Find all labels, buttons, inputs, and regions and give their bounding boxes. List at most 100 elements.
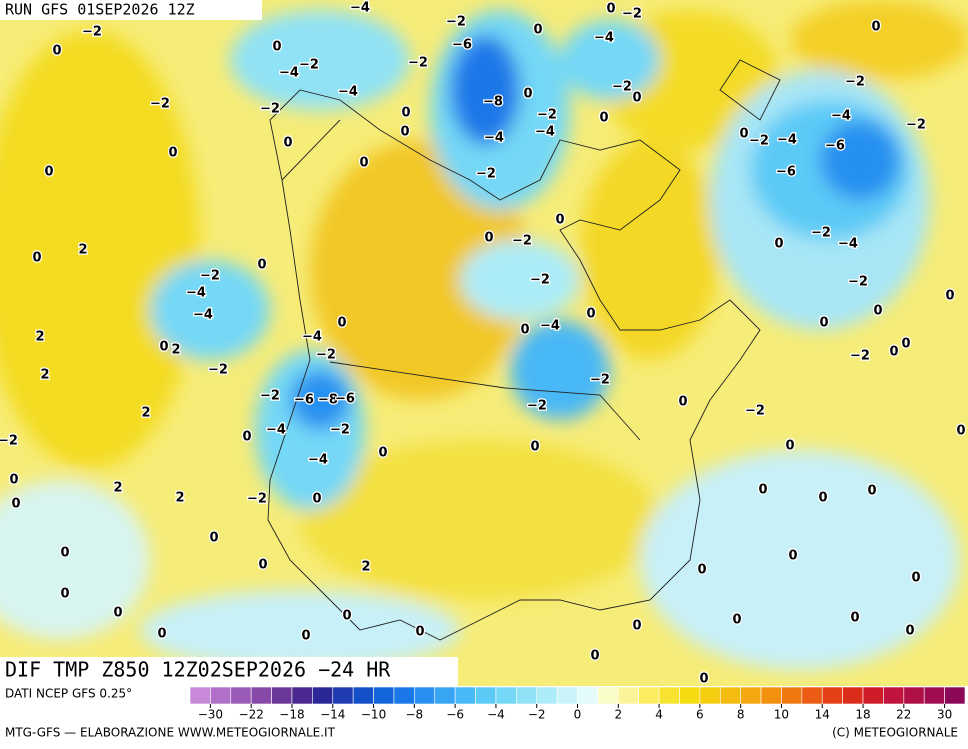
colorbar-label: 2 <box>614 708 622 722</box>
contour-label: −2 <box>476 167 496 182</box>
contour-label: −6 <box>825 139 845 154</box>
colorbar-label: −22 <box>239 708 264 722</box>
run-box <box>0 0 262 20</box>
field-box <box>0 657 458 686</box>
contour-label: −2 <box>512 234 532 249</box>
colorbar-box <box>903 686 925 705</box>
colorbar: −30 −22 −18 −14 −10 −8 −6 −4 −2 0 2 4 6 8 10 14 18 22 30 <box>189 686 966 722</box>
contour-label: 0 <box>699 672 708 687</box>
colorbar-label: −14 <box>320 708 345 722</box>
contour-label: 0 <box>873 304 882 319</box>
colorbar-box <box>271 686 293 705</box>
contour-label: 0 <box>590 649 599 664</box>
colorbar-box <box>312 686 334 705</box>
contour-label: −2 <box>0 434 18 449</box>
contour-label: −2 <box>260 389 280 404</box>
contour-label: 2 <box>40 368 49 383</box>
colorbar-box <box>250 686 272 705</box>
contour-label: 0 <box>52 44 61 59</box>
contour-label: 0 <box>159 340 168 355</box>
contour-label: 0 <box>533 23 542 38</box>
contour-label: 0 <box>788 549 797 564</box>
colorbar-box <box>210 686 232 705</box>
contour-label: −4 <box>279 66 299 81</box>
contour-label: 0 <box>258 558 267 573</box>
colorbar-box <box>597 686 619 705</box>
contour-label: 0 <box>785 439 794 454</box>
colorbar-label: 8 <box>737 708 745 722</box>
colorbar-box <box>944 686 966 705</box>
colorbar-label: 22 <box>896 708 911 722</box>
colorbar-box <box>414 686 436 705</box>
contour-label: −8 <box>318 393 338 408</box>
contour-label: −4 <box>594 31 614 46</box>
contour-label: −6 <box>294 393 314 408</box>
contour-label: −2 <box>745 404 765 419</box>
contour-label: 0 <box>484 231 493 246</box>
contour-label: 0 <box>283 136 292 151</box>
contour-label: −4 <box>838 237 858 252</box>
colorbar-box <box>189 686 211 705</box>
contour-label: −2 <box>850 349 870 364</box>
colorbar-label: 6 <box>696 708 704 722</box>
colorbar-label: −18 <box>279 708 304 722</box>
colorbar-box <box>638 686 660 705</box>
colorbar-box <box>781 686 803 705</box>
contour-label: 0 <box>32 251 41 266</box>
contour-label: −2 <box>906 118 926 133</box>
contour-label: 0 <box>312 492 321 507</box>
colorbar-box <box>373 686 395 705</box>
colorbar-box <box>556 686 578 705</box>
contour-label: −4 <box>186 286 206 301</box>
contour-label: 0 <box>342 609 351 624</box>
contour-label: 0 <box>401 106 410 121</box>
contour-label: 0 <box>606 2 615 17</box>
contour-label: 0 <box>60 546 69 561</box>
colorbar-box <box>536 686 558 705</box>
contour-label: 0 <box>632 91 641 106</box>
contour-label: −2 <box>749 134 769 149</box>
colorbar-box <box>862 686 884 705</box>
contour-label: 0 <box>774 237 783 252</box>
colorbar-box <box>658 686 680 705</box>
contour-label: 0 <box>867 484 876 499</box>
colorbar-box <box>495 686 517 705</box>
contour-label: 0 <box>242 430 251 445</box>
contour-label: 0 <box>850 611 859 626</box>
contour-label: −2 <box>200 269 220 284</box>
contour-label: 0 <box>758 483 767 498</box>
colorbar-label: −8 <box>405 708 423 722</box>
contour-label: −2 <box>150 97 170 112</box>
contour-label: 0 <box>168 146 177 161</box>
contour-label: 0 <box>889 345 898 360</box>
field-label: DIF TMP Z850 12Z02SEP2026 −24 HR <box>5 658 391 682</box>
map <box>0 0 968 686</box>
contour-label: −4 <box>777 133 797 148</box>
contour-label: 0 <box>632 619 641 634</box>
contour-label: 0 <box>113 606 122 621</box>
contour-label: 0 <box>378 446 387 461</box>
colorbar-box <box>393 686 415 705</box>
contour-label: 0 <box>301 629 310 644</box>
contour-label: −2 <box>299 58 319 73</box>
contour-label: 2 <box>141 406 150 421</box>
contour-label: 0 <box>400 125 409 140</box>
colorbar-label: 14 <box>815 708 830 722</box>
colorbar-label: −6 <box>446 708 464 722</box>
contour-label: 0 <box>157 627 166 642</box>
colorbar-label: 0 <box>574 708 582 722</box>
contour-label: 0 <box>956 424 965 439</box>
contour-label: −4 <box>540 319 560 334</box>
run-label: RUN GFS 01SEP2026 12Z <box>5 1 195 19</box>
source: DATI NCEP GFS 0.25° <box>5 687 132 701</box>
contour-label: −4 <box>302 330 322 345</box>
contour-label: 0 <box>272 40 281 55</box>
contour-label: 0 <box>586 307 595 322</box>
contour-label: −4 <box>831 109 851 124</box>
colorbar-label: −4 <box>487 708 505 722</box>
contour-label: 0 <box>9 473 18 488</box>
contour-label: −4 <box>308 453 328 468</box>
colorbar-box <box>821 686 843 705</box>
contour-label: −4 <box>266 423 286 438</box>
